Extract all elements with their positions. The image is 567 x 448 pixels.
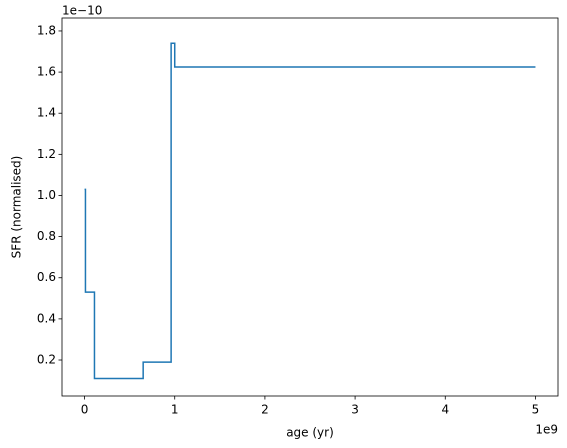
x-tick-label: 5 bbox=[532, 403, 540, 417]
y-axis-label: SFR (normalised) bbox=[10, 156, 24, 259]
y-tick-label: 1.4 bbox=[37, 106, 56, 120]
plot-frame bbox=[61, 17, 559, 397]
line-series bbox=[84, 42, 536, 380]
y-tick-label: 0.2 bbox=[37, 353, 56, 367]
x-tick-label: 2 bbox=[261, 403, 269, 417]
x-tick-label: 1 bbox=[171, 403, 179, 417]
y-offset-text: 1e−10 bbox=[62, 4, 102, 18]
y-tick-label: 0.6 bbox=[37, 270, 56, 284]
y-tick-label: 1.2 bbox=[37, 147, 56, 161]
x-tick-label: 3 bbox=[351, 403, 359, 417]
x-offset-text: 1e9 bbox=[535, 423, 558, 437]
x-axis-label: age (yr) bbox=[286, 426, 334, 440]
x-tick-label: 0 bbox=[81, 403, 89, 417]
y-tick-label: 0.8 bbox=[37, 229, 56, 243]
y-tick-label: 1.8 bbox=[37, 23, 56, 37]
x-tick-label: 4 bbox=[441, 403, 449, 417]
y-tick-label: 1.0 bbox=[37, 188, 56, 202]
y-tick-label: 0.4 bbox=[37, 311, 56, 325]
y-tick-label: 1.6 bbox=[37, 65, 56, 79]
